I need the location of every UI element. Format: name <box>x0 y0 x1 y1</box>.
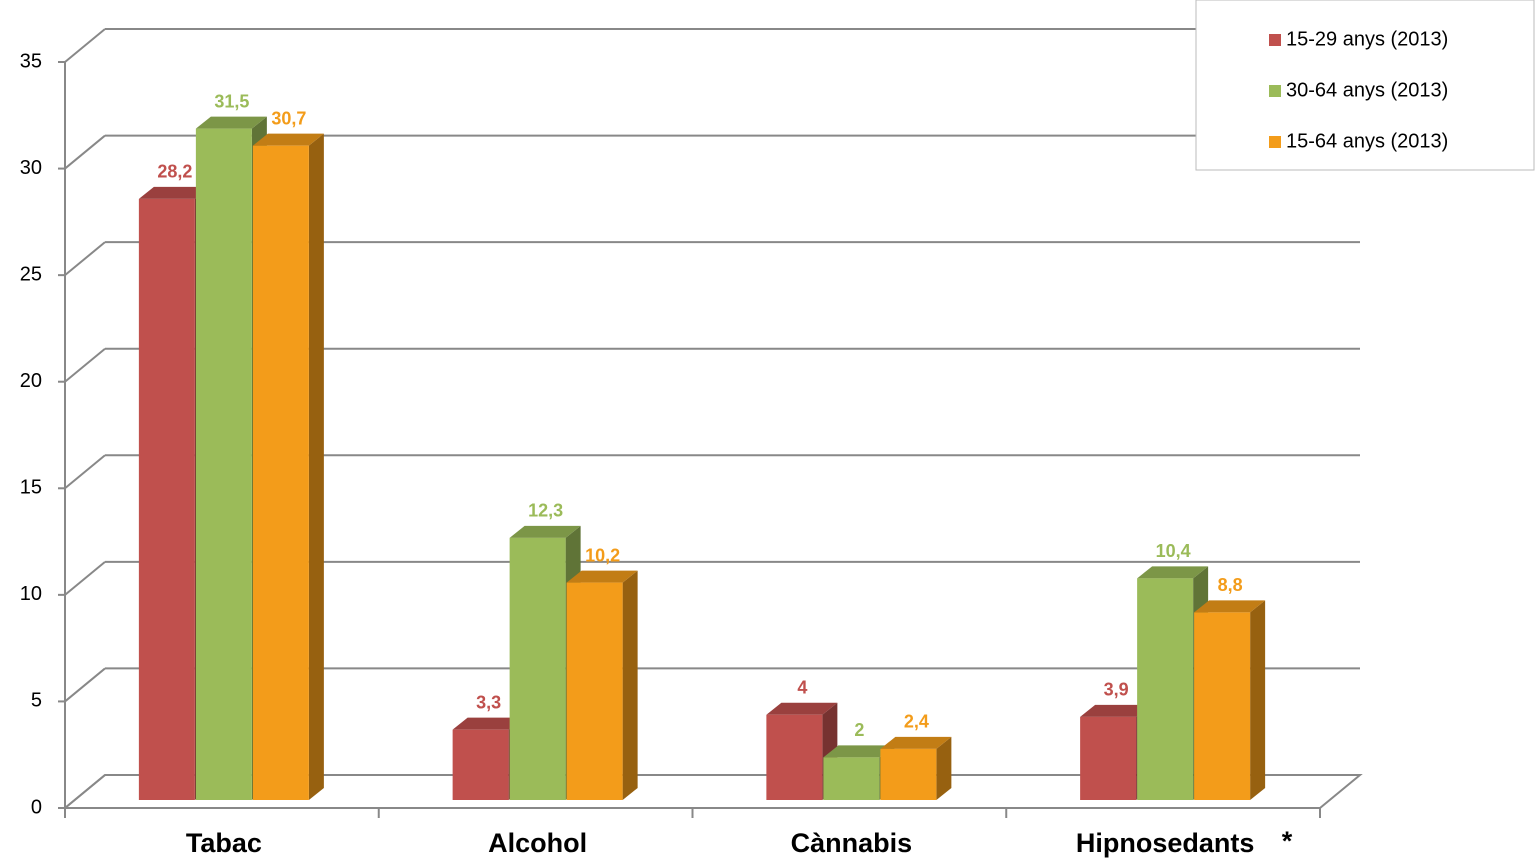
bar-top <box>823 745 895 758</box>
y-tick-label: 15 <box>20 477 42 499</box>
grid-line <box>64 561 106 596</box>
bar-top <box>509 525 581 538</box>
bar <box>566 582 623 800</box>
value-label: 3,3 <box>476 692 501 712</box>
legend-label: 15-64 anys (2013) <box>1286 130 1448 152</box>
value-label: 10,2 <box>585 545 620 565</box>
value-label: 30,7 <box>271 108 306 128</box>
value-label: 3,9 <box>1104 680 1129 700</box>
y-tick-label: 10 <box>20 583 42 605</box>
legend-swatch <box>1269 136 1281 148</box>
bar <box>1137 578 1194 800</box>
bar-top <box>1080 704 1152 717</box>
legend-label: 30-64 anys (2013) <box>1286 79 1448 101</box>
annotation: * <box>1282 826 1293 856</box>
value-label: 10,4 <box>1156 541 1191 561</box>
bar-top <box>138 186 210 199</box>
y-tick-label: 5 <box>31 690 42 712</box>
bar-side <box>308 133 324 800</box>
x-tick-label: Cànnabis <box>791 828 913 858</box>
bar-side <box>936 736 952 800</box>
legend: 15-29 anys (2013) 30-64 anys (2013) 15-64 … <box>1269 28 1448 152</box>
x-tick-label: Alcohol <box>488 828 587 858</box>
grid-line <box>64 774 106 809</box>
bar-top <box>252 133 324 146</box>
y-tick-label: 30 <box>20 157 42 179</box>
y-tick-label: 20 <box>20 370 42 392</box>
value-label: 2 <box>854 720 864 740</box>
bars: 28,2 31,5 30,7 3,3 12,3 10,2 4 2 2,4 3,9 10,4 8,8 <box>138 91 1266 801</box>
bar-top <box>766 702 838 715</box>
value-label: 31,5 <box>214 91 249 111</box>
legend-box <box>1195 0 1535 171</box>
bar <box>1080 716 1137 800</box>
bar <box>1194 612 1251 800</box>
legend-swatch <box>1269 34 1281 46</box>
bar <box>766 714 823 800</box>
x-tick-label: Tabac <box>186 828 262 858</box>
axes: 0 5 10 15 20 25 30 35 Tabac Alcohol Cànnabis Hipnos… <box>20 28 1363 858</box>
bar <box>452 729 509 800</box>
bar <box>823 757 880 800</box>
value-label: 2,4 <box>904 712 929 732</box>
bar-top <box>566 570 638 583</box>
bar-top <box>452 717 524 730</box>
y-tick-label: 0 <box>31 796 42 818</box>
grid-line <box>64 28 106 63</box>
legend-swatch <box>1269 85 1281 97</box>
bar <box>509 537 566 800</box>
value-label: 4 <box>797 677 807 697</box>
bar <box>195 128 252 801</box>
grid-line <box>64 347 106 383</box>
y-tick-label: 25 <box>20 263 42 285</box>
y-tick-label: 35 <box>20 50 42 72</box>
x-tick-label: Hipnosedants <box>1076 828 1255 858</box>
bar-top <box>1137 566 1209 579</box>
bar-top <box>195 116 267 129</box>
value-label: 8,8 <box>1218 575 1243 595</box>
bar <box>880 748 937 800</box>
bar-top <box>880 736 952 749</box>
bar-side <box>622 570 638 800</box>
grid-line <box>64 454 106 490</box>
legend-label: 15-29 anys (2013) <box>1286 28 1448 50</box>
bar-top <box>1194 600 1266 613</box>
value-label: 28,2 <box>157 162 192 182</box>
value-label: 12,3 <box>528 501 563 521</box>
grid-line <box>64 134 106 170</box>
bar-side <box>1250 600 1266 800</box>
grid-line <box>64 241 106 276</box>
bar <box>138 198 195 801</box>
bar <box>252 145 309 800</box>
grid-line <box>64 667 106 703</box>
